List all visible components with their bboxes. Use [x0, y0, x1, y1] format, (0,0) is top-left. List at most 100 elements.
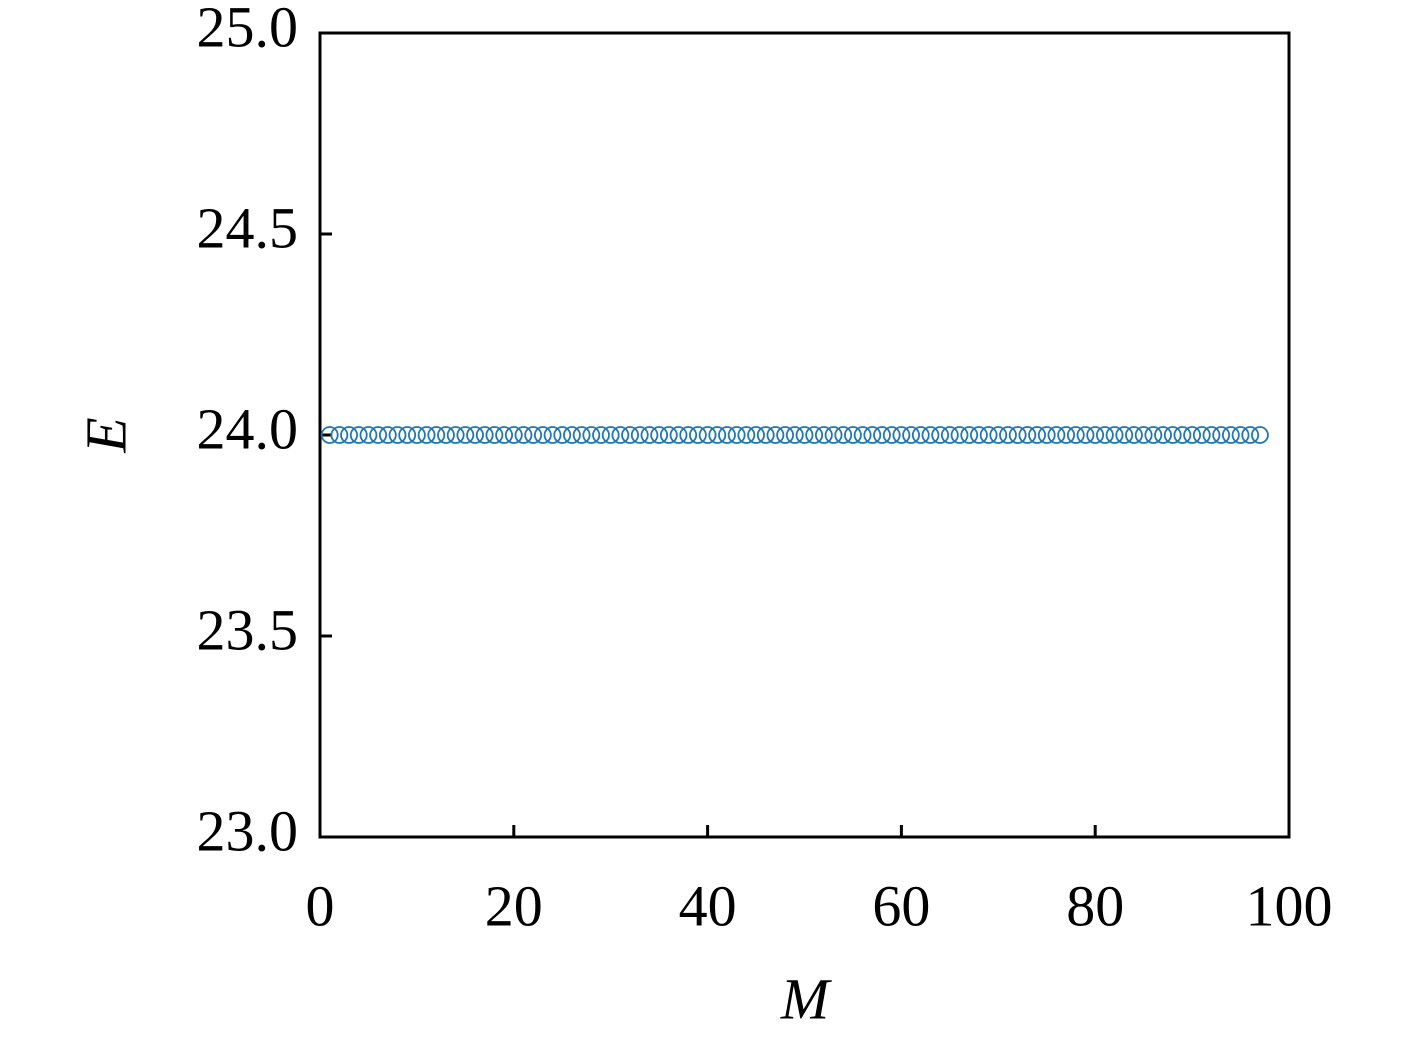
point: [902, 426, 920, 444]
point: [1183, 426, 1201, 444]
y-tick-label: 23.0: [197, 798, 299, 863]
point: [359, 426, 378, 444]
point: [572, 426, 591, 444]
point: [1066, 426, 1085, 444]
point: [999, 426, 1017, 444]
point: [1047, 426, 1066, 444]
point: [776, 426, 795, 444]
point: [592, 426, 610, 444]
point: [834, 426, 853, 444]
point: [446, 426, 465, 444]
point: [989, 426, 1008, 444]
point: [795, 426, 814, 444]
point: [621, 426, 639, 444]
point: [853, 426, 872, 444]
axes-frame: [318, 31, 1291, 839]
point: [921, 426, 940, 444]
point: [718, 426, 736, 444]
point: [863, 426, 882, 444]
point: [814, 426, 833, 444]
point: [427, 426, 446, 444]
point: [495, 426, 514, 444]
point: [1221, 426, 1240, 444]
point: [689, 426, 707, 444]
point: [1125, 426, 1143, 444]
point: [504, 426, 523, 444]
point: [388, 426, 407, 444]
point: [679, 426, 698, 444]
point: [563, 426, 581, 444]
point: [485, 426, 504, 444]
point: [1231, 426, 1250, 444]
point: [369, 426, 388, 444]
point: [1144, 426, 1163, 444]
point: [475, 426, 494, 444]
point: [437, 426, 455, 444]
point: [1241, 426, 1260, 444]
point: [1192, 426, 1211, 444]
point: [1105, 426, 1124, 444]
point: [650, 426, 669, 444]
point: [398, 426, 417, 444]
point: [1008, 426, 1027, 444]
point: [659, 426, 678, 444]
point: [1018, 426, 1037, 444]
point: [1076, 426, 1095, 444]
point: [882, 426, 901, 444]
point: [950, 426, 969, 444]
x-tick-label: 20: [485, 873, 543, 938]
point: [1086, 426, 1105, 444]
point: [766, 426, 785, 444]
y-axis-label: E: [73, 417, 138, 453]
point: [970, 426, 988, 444]
x-tick-label: 100: [1246, 873, 1333, 938]
point: [456, 426, 475, 444]
point: [320, 426, 339, 444]
point: [1057, 426, 1076, 444]
x-tick-label: 40: [679, 873, 737, 938]
point: [349, 426, 368, 444]
point: [1202, 426, 1221, 444]
point: [727, 426, 746, 444]
point: [979, 426, 998, 444]
point: [931, 426, 950, 444]
y-tick-label: 24.5: [197, 195, 299, 260]
point: [1154, 426, 1172, 444]
y-tick-label: 24.0: [197, 396, 299, 461]
point: [805, 426, 824, 444]
x-tick-label: 0: [306, 873, 335, 938]
point: [747, 426, 765, 444]
point: [533, 426, 552, 444]
point: [611, 426, 630, 444]
point: [524, 426, 543, 444]
point: [640, 426, 659, 444]
point: [553, 426, 572, 444]
point: [1163, 426, 1182, 444]
x-axis-label: M: [780, 966, 832, 1031]
point: [1095, 426, 1114, 444]
point: [407, 426, 426, 444]
point: [1173, 426, 1192, 444]
y-tick-label: 25.0: [197, 0, 299, 59]
point: [1037, 426, 1056, 444]
point: [756, 426, 775, 444]
point: [582, 426, 601, 444]
point: [340, 426, 358, 444]
point: [543, 426, 562, 444]
point: [1115, 426, 1134, 444]
y-tick-label: 23.5: [197, 597, 299, 662]
point: [708, 426, 727, 444]
point: [514, 426, 533, 444]
point: [669, 426, 688, 444]
point: [892, 426, 911, 444]
point: [940, 426, 959, 444]
point: [601, 426, 620, 444]
point: [824, 426, 843, 444]
point: [785, 426, 804, 444]
point: [873, 426, 891, 444]
point: [1251, 426, 1269, 444]
point: [1134, 426, 1153, 444]
point: [911, 426, 930, 444]
x-tick-label: 60: [872, 873, 930, 938]
